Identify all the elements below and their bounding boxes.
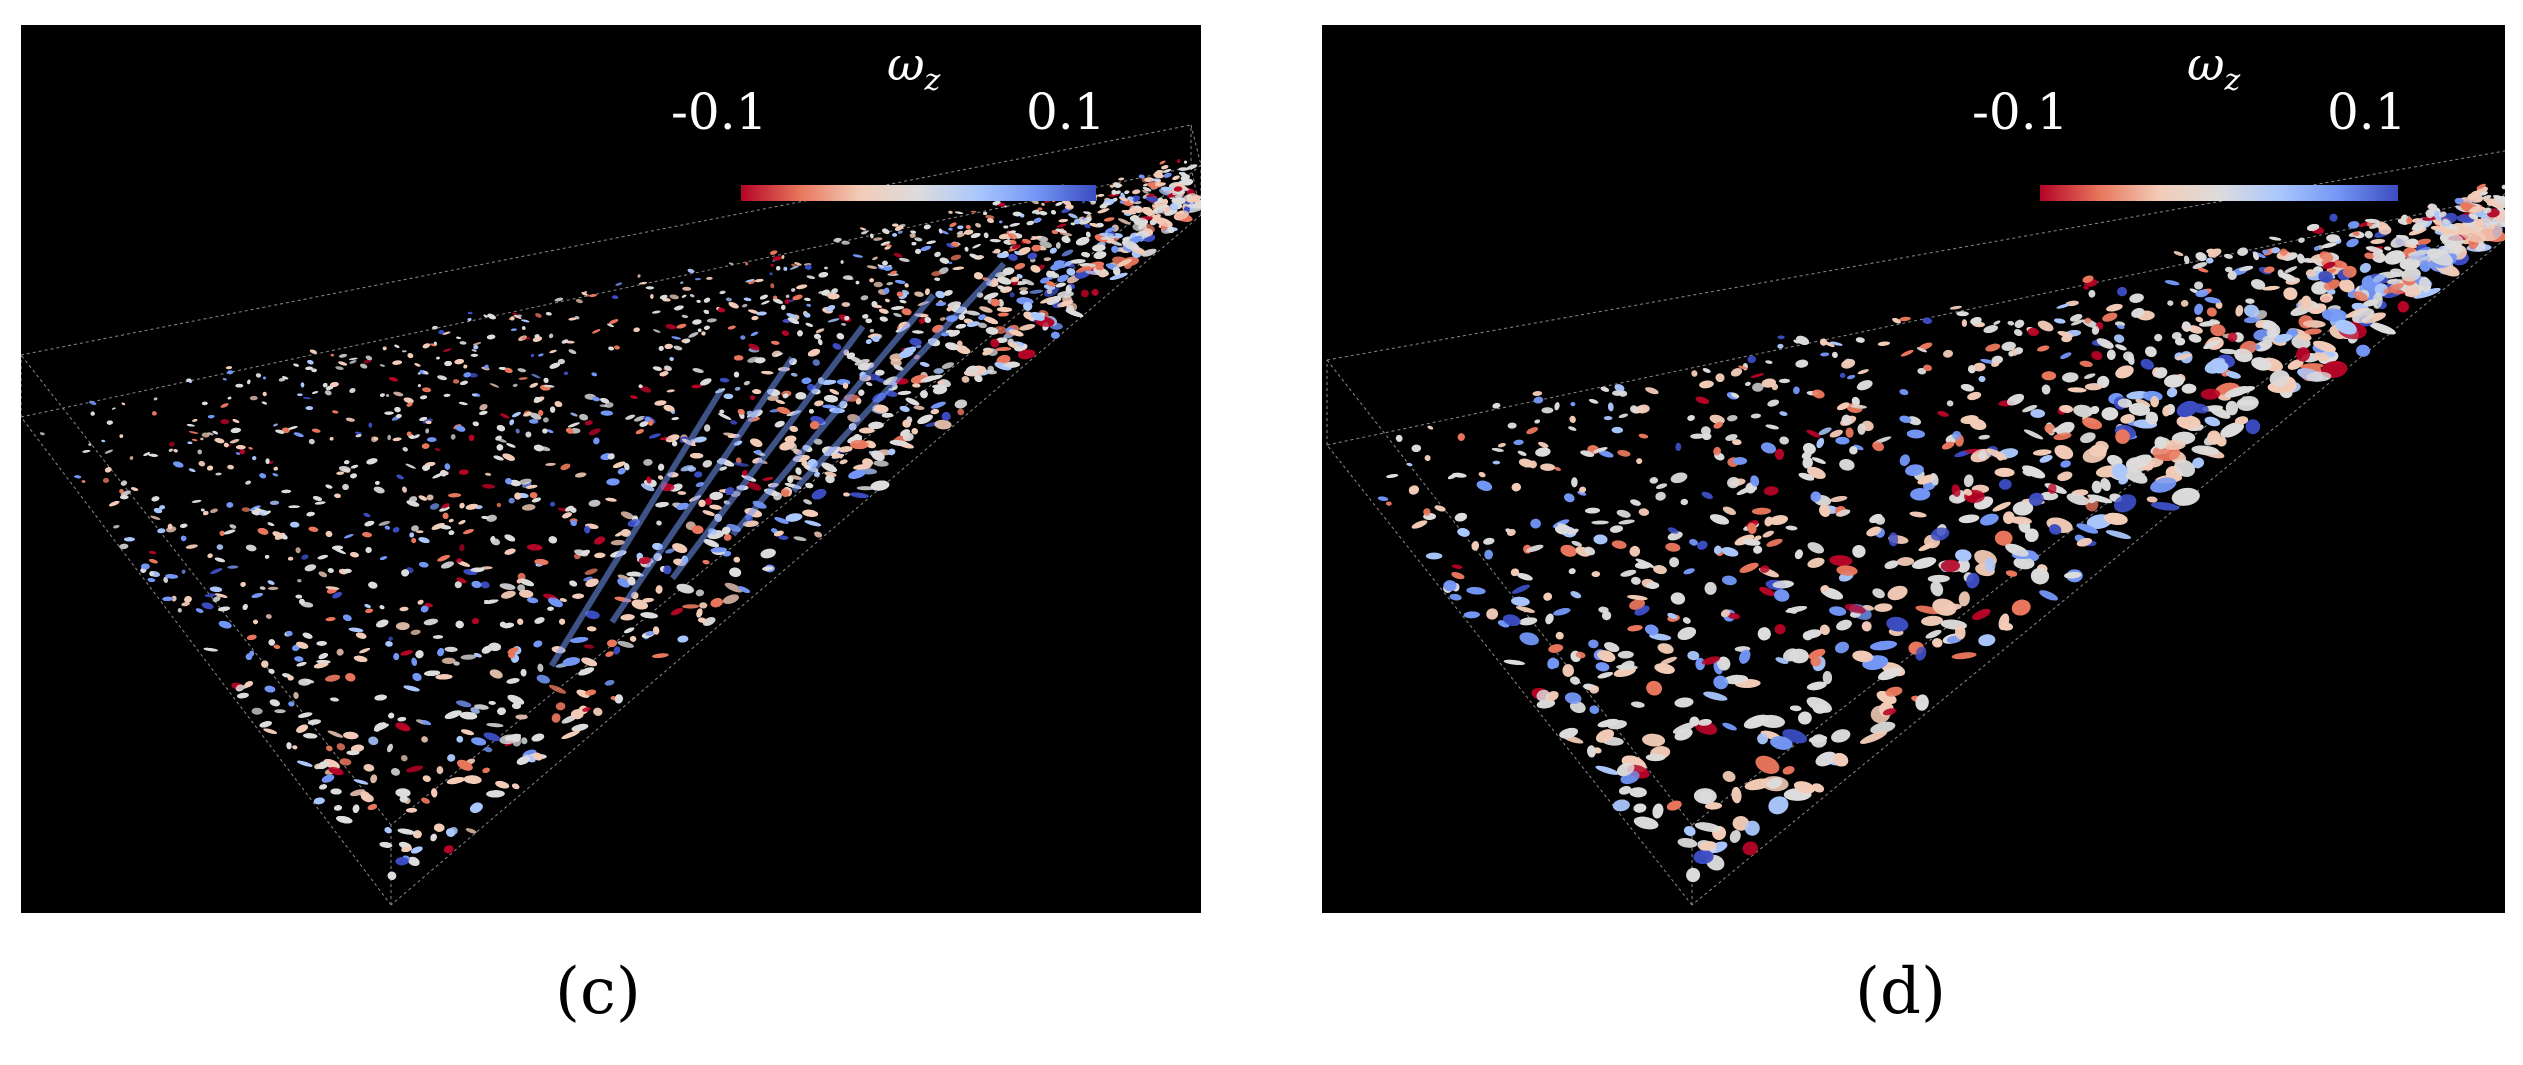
colorbar-min-label-c: -0.1 (671, 83, 768, 141)
colorbar-c (741, 185, 1096, 201)
vortex-isosurface-render-c (21, 124, 1201, 906)
vortex-isosurface-render-d (1326, 150, 2505, 906)
colorbar-d (2040, 185, 2398, 201)
colorbar-max-label-d: 0.1 (2327, 83, 2407, 141)
colorbar-title-d: ωz (2187, 37, 2241, 99)
vortex-structures (39, 159, 1201, 880)
caption-d: (d) (1855, 955, 1946, 1029)
colorbar-min-label-d: -0.1 (1972, 83, 2069, 141)
colorbar-max-label-c: 0.1 (1026, 83, 1106, 141)
render-panel-d: ωz -0.1 0.1 (1322, 25, 2505, 913)
caption-c: (c) (555, 955, 641, 1029)
colorbar-title-c: ωz (887, 37, 941, 99)
render-panel-c: ωz -0.1 0.1 (21, 25, 1201, 913)
vortex-structures (1377, 183, 2505, 883)
